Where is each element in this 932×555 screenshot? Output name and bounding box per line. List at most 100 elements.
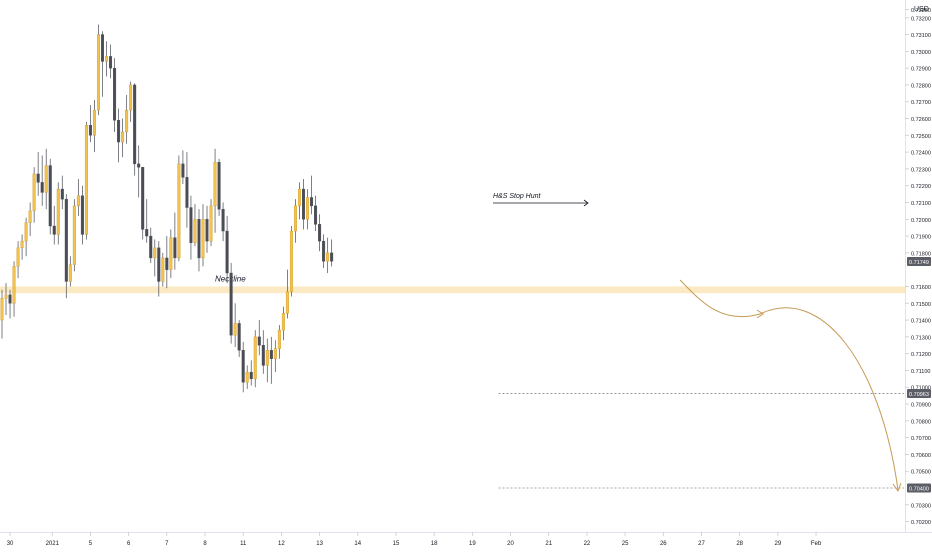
candle (121, 118, 125, 158)
candle (173, 212, 177, 270)
candle-body (330, 252, 334, 262)
candle (245, 365, 249, 389)
candle (16, 241, 20, 279)
levels-layer (498, 393, 904, 489)
projection-arrowhead-1 (756, 309, 764, 319)
price-tick-label: 0.70200 (911, 520, 931, 526)
candle-body (201, 219, 205, 259)
time-tick-label: 19 (469, 541, 476, 547)
candle-body (229, 272, 233, 336)
candle-body (205, 219, 209, 242)
price-tick-label: 0.72000 (911, 218, 931, 224)
candle-body (189, 207, 193, 244)
currency-label: USD (914, 6, 929, 13)
candle (80, 185, 84, 245)
candle (28, 202, 32, 237)
price-tick-label: 0.71300 (911, 335, 931, 341)
price-tick-label: 0.72700 (911, 100, 931, 106)
candle-body (20, 240, 24, 249)
candle-body (225, 230, 229, 274)
candle-body (68, 264, 72, 282)
candle-body (293, 205, 297, 232)
candle-body (173, 237, 177, 259)
time-axis[interactable]: 30 2021 5 6 7 8 11 12 13 14 15 18 19 20 21 22 25 26 27 28 29… (7, 532, 822, 547)
price-tick-label: 0.71400 (911, 319, 931, 325)
candle (322, 234, 326, 268)
candle-body (237, 323, 241, 351)
time-tick-label: 12 (278, 541, 285, 547)
time-tick-label: 29 (775, 541, 782, 547)
candle (302, 178, 306, 230)
candle-body (40, 182, 44, 193)
candle (197, 209, 201, 272)
time-tick-label: 14 (354, 541, 361, 547)
time-tick-label: 22 (584, 541, 591, 547)
candle (32, 167, 36, 223)
candle (181, 150, 185, 185)
price-tick-label: 0.72400 (911, 151, 931, 157)
candle-body (44, 165, 48, 193)
candle-body (289, 230, 293, 292)
candle (88, 105, 92, 143)
candle-body (16, 247, 20, 267)
price-tick-label: 0.72600 (911, 117, 931, 123)
candle-body (181, 163, 185, 178)
candle-body (213, 161, 217, 207)
candle-body (84, 125, 88, 235)
candle (48, 158, 52, 235)
candle-body (8, 294, 12, 304)
price-tick-label: 0.71100 (911, 369, 930, 375)
annotation-layer: H&S Stop Hunt (493, 193, 902, 493)
candle-body (100, 34, 104, 62)
candle (261, 330, 265, 374)
time-tick-label: 15 (393, 541, 400, 547)
candle-body (318, 224, 322, 242)
price-tick-label: 0.70900 (911, 403, 931, 409)
candle-body (285, 291, 289, 314)
candle-body (193, 219, 197, 244)
candle (249, 360, 253, 386)
candle-body (92, 109, 96, 136)
candle (20, 234, 24, 260)
candle-body (32, 173, 36, 212)
level-tag-1: 0.70963 (909, 392, 929, 398)
candle (0, 289, 4, 339)
price-tick-label: 0.71900 (911, 235, 931, 241)
candle-body (277, 329, 281, 349)
candle (318, 214, 322, 252)
candle (153, 239, 157, 277)
candle (125, 95, 129, 144)
candle-body (113, 67, 117, 121)
candle (209, 199, 213, 247)
price-tick-label: 0.72500 (911, 134, 931, 140)
candle (269, 336, 273, 384)
candle (330, 239, 334, 267)
candle-body (233, 323, 237, 336)
candle-body (56, 188, 60, 235)
candle-body (269, 350, 273, 359)
price-axis[interactable]: 0.73250 0.73200 0.73100 0.73000 0.72900 0.728… (905, 8, 931, 526)
candle-body (64, 198, 68, 282)
candle-body (121, 131, 125, 143)
level-tag-2: 0.70400 (909, 486, 929, 492)
price-tags: 0.71749 0.70963 0.70400 (907, 256, 931, 493)
price-tick-label: 0.72100 (911, 201, 931, 207)
annotation-text: H&S Stop Hunt (493, 193, 542, 200)
time-tick-label: 21 (545, 541, 552, 547)
candle (169, 229, 173, 279)
candle (12, 261, 16, 317)
candle (52, 205, 56, 245)
candle-body (76, 195, 80, 207)
candle (40, 155, 44, 206)
level-tag-2-bg (907, 483, 931, 493)
candle (60, 175, 64, 210)
candle-body (241, 350, 245, 383)
candle-body (36, 173, 40, 183)
candle (24, 217, 28, 257)
price-tick-label: 0.71600 (911, 285, 931, 291)
candle-body (4, 294, 8, 299)
candle-body (52, 225, 56, 235)
candle (225, 215, 229, 284)
